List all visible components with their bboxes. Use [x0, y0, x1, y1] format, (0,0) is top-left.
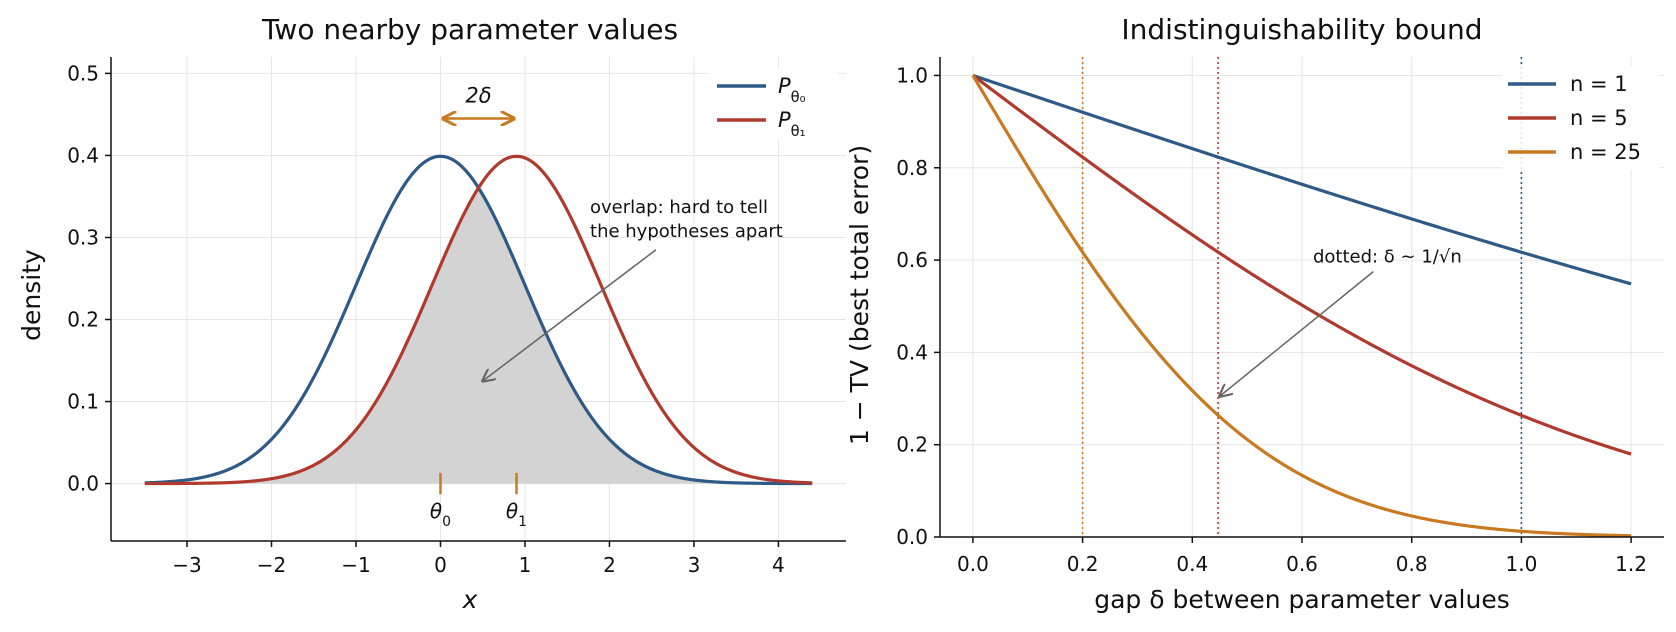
left-y-tick-label-3: 0.3 [67, 225, 99, 249]
right-series-line-2 [971, 74, 1632, 538]
left-y-tick-label-0: 0.0 [67, 472, 99, 496]
right-y-tick-label-0: 0.0 [896, 525, 928, 549]
overlap-annotation-arrow [483, 249, 657, 381]
overlap-annotation-text-1: the hypotheses apart [590, 221, 783, 242]
right-y-tick-label-2: 0.4 [896, 340, 928, 364]
left-legend-box [708, 68, 838, 140]
right-x-tick-label-2: 0.4 [1176, 552, 1208, 576]
right-legend: n = 1 n = 5 n = 25 [1502, 66, 1660, 170]
marker-label-0: θ0 [430, 499, 451, 530]
left-legend-label-1: Pθ₁ [778, 108, 806, 140]
left-y-axis-label: density [17, 249, 46, 341]
left-x-tick-label-4: 1 [519, 553, 532, 577]
right-y-tick-label-4: 0.8 [896, 156, 928, 180]
gap-arrow: 2δ [445, 84, 513, 119]
right-x-tick-label-4: 0.8 [1396, 552, 1428, 576]
marker-label-1: θ1 [506, 499, 527, 530]
left-x-tick-label-5: 2 [603, 553, 616, 577]
left-x-axis-label: x [462, 585, 478, 614]
left-series-lines [144, 154, 813, 486]
right-chart: Indistinguishability bound dotted: δ ~ 1… [845, 13, 1664, 614]
left-x-tick-label-1: −2 [257, 553, 286, 577]
right-x-tick-label-5: 1.0 [1505, 552, 1537, 576]
right-legend-label-1: n = 5 [1570, 106, 1628, 130]
left-chart-title: Two nearby parameter values [261, 13, 678, 46]
left-x-tick-label-3: 0 [434, 553, 447, 577]
gap-arrow-label: 2δ [465, 84, 491, 108]
left-y-ticks: 0.0 0.1 0.2 0.3 0.4 0.5 [67, 61, 111, 496]
right-x-ticks: 0.0 0.2 0.4 0.6 0.8 1.0 1.2 [957, 537, 1647, 576]
right-series-line-1 [971, 74, 1632, 456]
right-y-tick-label-5: 1.0 [896, 63, 928, 87]
left-x-tick-label-2: −1 [341, 553, 370, 577]
left-legend-label-0: Pθ₀ [778, 74, 806, 106]
right-legend-label-2: n = 25 [1570, 140, 1641, 164]
right-legend-label-0: n = 1 [1570, 72, 1628, 96]
right-x-tick-label-1: 0.2 [1067, 552, 1099, 576]
overlap-annotation-text-0: overlap: hard to tell [590, 197, 768, 218]
right-chart-title: Indistinguishability bound [1121, 13, 1482, 46]
bound-annotation-text: dotted: δ ~ 1/√n [1313, 246, 1462, 267]
bound-annotation-arrow [1220, 271, 1374, 397]
left-y-tick-label-2: 0.2 [67, 308, 99, 332]
right-y-axis-label: 1 − TV (best total error) [845, 145, 874, 445]
right-x-tick-label-6: 1.2 [1615, 552, 1647, 576]
right-series-lines [971, 73, 1632, 538]
left-x-tick-label-6: 3 [688, 553, 701, 577]
left-x-tick-label-0: −3 [172, 553, 201, 577]
left-series-line-1 [144, 154, 813, 486]
left-chart: Two nearby parameter values θ0 θ1 2δ over… [17, 13, 846, 614]
left-axes [110, 57, 846, 542]
left-y-tick-label-4: 0.4 [67, 143, 99, 167]
overlap-area [144, 187, 813, 484]
bound-annotation: dotted: δ ~ 1/√n [1220, 246, 1462, 396]
overlap-annotation: overlap: hard to tell the hypotheses apar… [483, 197, 783, 381]
left-y-tick-label-1: 0.1 [67, 390, 99, 414]
right-y-ticks: 0.0 0.2 0.4 0.6 0.8 1.0 [896, 63, 940, 549]
left-x-ticks: −3 −2 −1 0 1 2 3 4 [172, 541, 785, 577]
right-x-tick-label-3: 0.6 [1286, 552, 1318, 576]
right-x-tick-label-0: 0.0 [957, 552, 989, 576]
parameter-markers: θ0 θ1 [430, 472, 527, 530]
left-x-tick-label-7: 4 [772, 553, 785, 577]
left-y-tick-label-5: 0.5 [67, 61, 99, 85]
right-y-tick-label-3: 0.6 [896, 248, 928, 272]
right-series-line-0 [972, 73, 1632, 286]
right-y-tick-label-1: 0.2 [896, 433, 928, 457]
right-x-axis-label: gap δ between parameter values [1094, 585, 1510, 614]
